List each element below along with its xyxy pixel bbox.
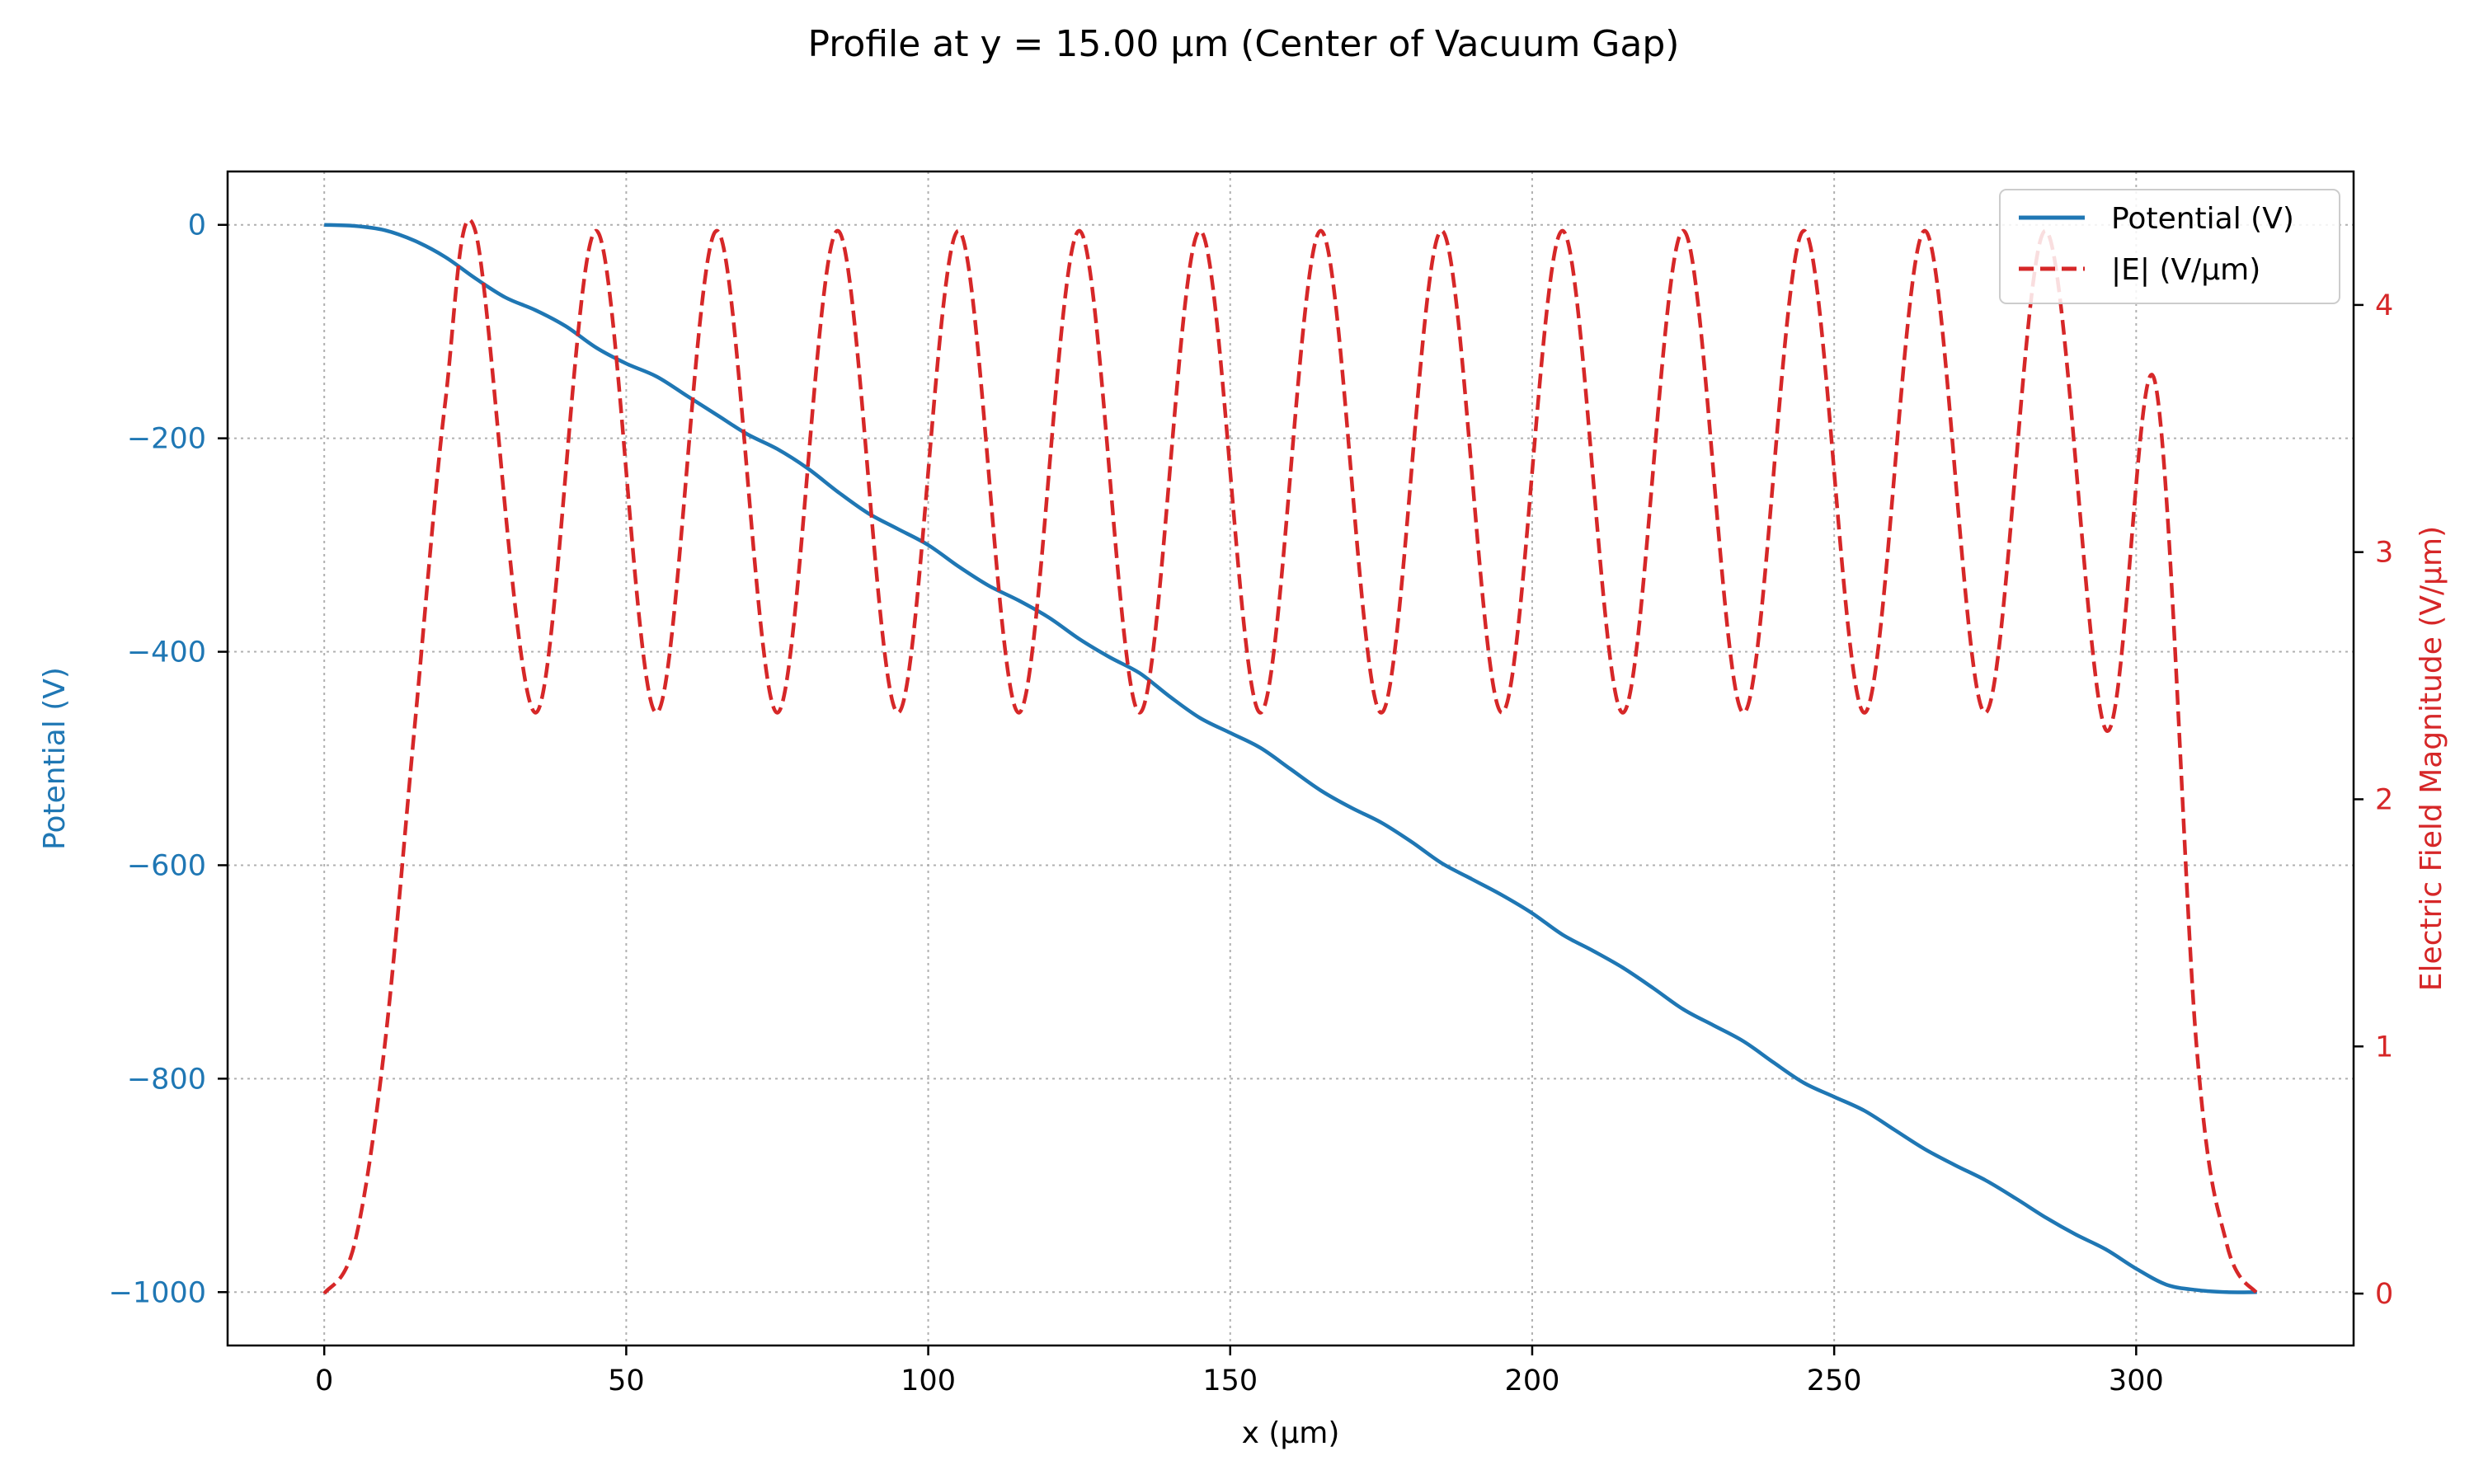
x-tick-label: 300 bbox=[2109, 1364, 2164, 1397]
y-right-tick-label: 0 bbox=[2375, 1278, 2393, 1311]
y-left-tick-label: −1000 bbox=[109, 1276, 206, 1309]
y-right-tick-label: 3 bbox=[2375, 537, 2393, 570]
y-axis-right: 0 1 2 3 4 bbox=[2354, 289, 2393, 1311]
plot-frame bbox=[226, 170, 2355, 1347]
grid bbox=[228, 171, 2354, 1345]
y-right-tick-label: 1 bbox=[2375, 1031, 2393, 1064]
y-left-tick-label: −600 bbox=[127, 849, 206, 882]
y-right-tick-label: 2 bbox=[2375, 783, 2393, 816]
x-tick-label: 50 bbox=[608, 1364, 645, 1397]
y-left-tick-label: 0 bbox=[188, 209, 206, 242]
y-axis-right-label: Electric Field Magnitude (V/µm) bbox=[2415, 526, 2448, 991]
x-axis-label: x (µm) bbox=[1242, 1416, 1340, 1450]
chart-title: Profile at y = 15.00 µm (Center of Vacuu… bbox=[808, 23, 1680, 65]
x-tick-label: 100 bbox=[901, 1364, 956, 1397]
x-axis: 0 50 100 150 200 250 300 bbox=[315, 1345, 2164, 1397]
series-line-efield bbox=[322, 218, 2259, 1295]
y-axis-left: 0 −200 −400 −600 −800 −1000 bbox=[109, 209, 228, 1309]
y-left-tick-label: −400 bbox=[127, 636, 206, 669]
y-axis-left-label: Potential (V) bbox=[38, 667, 72, 850]
x-tick-label: 250 bbox=[1807, 1364, 1862, 1397]
y-right-tick-label: 4 bbox=[2375, 289, 2393, 322]
x-tick-label: 0 bbox=[315, 1364, 333, 1397]
y-left-tick-label: −200 bbox=[127, 423, 206, 456]
legend: Potential (V) |E| (V/µm) bbox=[1999, 189, 2340, 304]
plot-lines bbox=[322, 218, 2259, 1295]
legend-label-efield: |E| (V/µm) bbox=[2111, 253, 2260, 287]
x-tick-label: 150 bbox=[1202, 1364, 1258, 1397]
series-line-potential bbox=[324, 223, 2257, 1294]
legend-label-potential: Potential (V) bbox=[2111, 202, 2294, 236]
y-left-tick-label: −800 bbox=[127, 1063, 206, 1096]
x-tick-label: 200 bbox=[1505, 1364, 1560, 1397]
